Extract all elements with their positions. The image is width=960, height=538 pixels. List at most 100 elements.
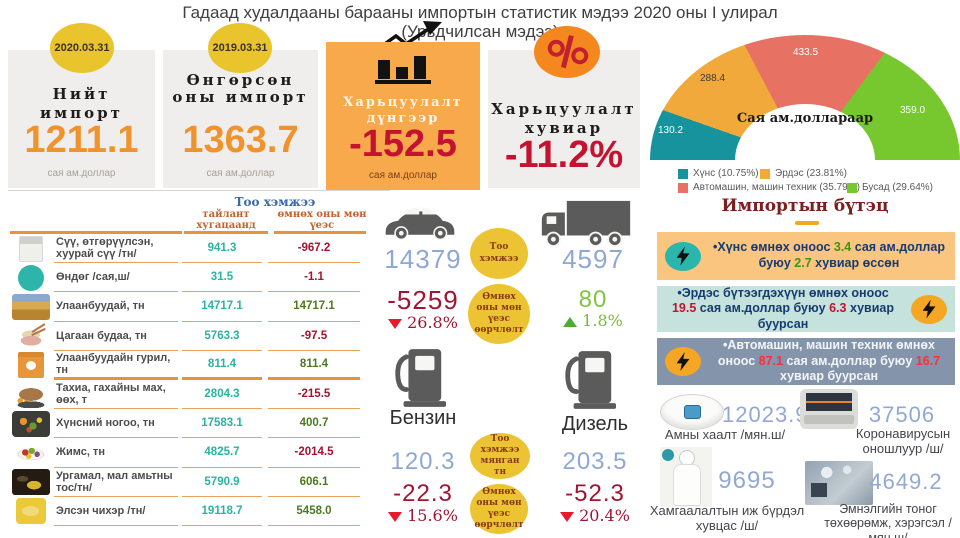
truck-change: 80 [578, 286, 608, 313]
card-difference-amount: Харьцуулалт дүнгээр -152.5 сая ам.доллар [326, 42, 480, 190]
row-current-value: 31.5 [182, 263, 262, 293]
row-current-value: 14717.1 [182, 292, 262, 322]
diesel-label: Дизель [561, 413, 629, 435]
table-column-header-change: өмнөх оны мөн үеэс [277, 209, 367, 231]
table-row: Өндөг /сая,ш/31.5 -1.1 [8, 263, 390, 293]
row-change-value: -2014.5 [268, 438, 360, 468]
structure-item-text: •Эрдэс бүтээгдэхүүн өмнөх оноос 19.5 сая… [671, 285, 894, 331]
row-change-value: -1.1 [268, 263, 360, 293]
row-change-value: -97.5 [268, 322, 360, 351]
row-current-value: 2804.3 [182, 380, 262, 410]
test-device-image [800, 389, 858, 429]
row-label: Элсэн чихэр /тн/ [54, 497, 178, 526]
row-current-value: 941.3 [182, 234, 262, 264]
benzin-count: 120.3 [390, 448, 456, 475]
card-unit: сая ам.доллар [206, 168, 275, 179]
table-row: Тахиа, гахайны мах, өөх, т 2804.3 -215.5 [8, 380, 390, 410]
up-triangle-icon [563, 316, 578, 327]
row-label: Улаанбуудай, тн [54, 292, 178, 322]
card-title: Харьцуулалт дүнгээр [343, 95, 463, 127]
row-current-value: 4825.7 [182, 438, 262, 468]
row-change-value: 400.7 [268, 409, 360, 439]
import-table-rows: Сүү, өтгөрүүлсэн, хуурай сүү /тн/941.3 -9… [8, 234, 390, 526]
card-value: -152.5 [349, 123, 457, 165]
lightning-icon [911, 294, 947, 324]
test-count: 37506 [868, 402, 936, 427]
down-triangle-icon [388, 318, 403, 329]
table-group-header: Тоо хэмжээ [234, 195, 316, 209]
segment-value: 130.2 [658, 125, 684, 136]
card-total-import: 2020.03.31 Нийт импорт 1211.1 сая ам.дол… [8, 23, 155, 188]
vegetables-icon [12, 410, 50, 437]
row-change-value: -215.5 [268, 380, 360, 410]
table-row: Хүнсний ногоо, тн 17583.1 400.7 [8, 409, 390, 439]
structure-item-text: •Хүнс өмнөх оноос 3.4 сая ам.доллар буюу… [713, 240, 945, 270]
card-difference-percent: Харьцуулалт хувиар -11.2% [488, 26, 640, 188]
legend-label: Автомашин, машин техник (35.79%) [693, 182, 860, 193]
table-column-header-current: тайлант хугацаанд [196, 209, 256, 231]
legend-swatch [678, 182, 688, 193]
mask-count: 12023.9 [722, 402, 809, 427]
row-label: Ургамал, мал амьтны тос/тн/ [54, 468, 178, 497]
mask-label: Амны хаалт /мян.ш/ [664, 427, 786, 442]
legend-item: Хүнс (10.75%) [678, 168, 759, 179]
card-value: 1211.1 [24, 119, 139, 161]
percent-icon [534, 26, 600, 78]
diesel-count: 203.5 [562, 448, 628, 475]
row-label: Тахиа, гахайны мах, өөх, т [54, 380, 178, 410]
down-triangle-icon [560, 511, 575, 522]
row-current-value: 17583.1 [182, 409, 262, 439]
card-unit: сая ам.доллар [369, 170, 437, 181]
structure-section-title: Импортын бүтэц [721, 196, 889, 216]
row-label: Хүнсний ногоо, тн [54, 409, 178, 439]
table-row: Улаанбуудайн гурил, тн 811.4 811.4 [8, 351, 390, 380]
import-structure-donut-chart: 130.2 288.4 433.5 359.0 Сая ам.доллараар [650, 35, 960, 160]
truck-change-percent: 1.8% [548, 311, 638, 330]
truck-count: 4597 [562, 244, 624, 274]
benzin-change-percent: 15.6% [383, 506, 463, 525]
bar-chart-icon [375, 52, 431, 84]
donut-center-label: Сая ам.доллараар [736, 111, 874, 126]
car-change-percent: 26.8% [370, 313, 476, 332]
protective-suit-image [660, 447, 712, 507]
row-change-value: 5458.0 [268, 497, 360, 526]
segment-value: 359.0 [900, 105, 926, 116]
fuel-pump-icon [395, 349, 447, 407]
table-row: Улаанбуудай, тн 14717.1 14717.1 [8, 292, 390, 322]
card-title: Өнгөрсөн оны импорт [172, 71, 309, 107]
card-value: -11.2% [504, 134, 624, 176]
change-bubble: Өмнөх оны мөн үеэс өөрчлөлт [468, 284, 530, 344]
diesel-change-percent: 20.4% [553, 506, 637, 525]
car-count: 14379 [384, 244, 462, 274]
title-underline [795, 221, 819, 225]
header-rule [10, 231, 182, 234]
car-change: -5259 [387, 285, 459, 315]
row-current-value: 811.4 [182, 351, 262, 380]
date-badge: 2019.03.31 [208, 23, 272, 73]
legend-swatch [847, 182, 857, 193]
truck-icon [541, 200, 631, 247]
row-current-value: 5790.9 [182, 468, 262, 497]
row-label: Сүү, өтгөрүүлсэн, хуурай сүү /тн/ [54, 234, 178, 264]
legend-swatch [760, 168, 770, 179]
page-subtitle: (Урьдчилсан мэдээ) [401, 22, 559, 41]
card-value: 1363.7 [182, 119, 299, 161]
down-triangle-icon [388, 511, 403, 522]
medical-equipment-image [805, 461, 873, 505]
legend-item: Бусад (29.64%) [847, 182, 933, 193]
table-row: Жимс, тн 4825.7 -2014.5 [8, 438, 390, 468]
row-label: Цагаан будаа, тн [54, 322, 178, 351]
import-goods-table: Тоо хэмжээ тайлант хугацаанд өмнөх оны м… [8, 190, 390, 526]
table-row: Элсэн чихэр /тн/19118.7 5458.0 [8, 497, 390, 526]
sugar-icon [16, 498, 46, 525]
car-icon [385, 207, 455, 241]
lightning-icon [665, 241, 701, 271]
card-unit: сая ам.доллар [47, 168, 116, 179]
lightning-icon [665, 347, 701, 376]
row-current-value: 5763.3 [182, 322, 262, 351]
fuel-pump-icon [565, 351, 617, 409]
diesel-change: -52.3 [565, 480, 625, 507]
table-row: Сүү, өтгөрүүлсэн, хуурай сүү /тн/941.3 -9… [8, 234, 390, 264]
date-badge: 2020.03.31 [50, 23, 114, 73]
row-label: Жимс, тн [54, 438, 178, 468]
